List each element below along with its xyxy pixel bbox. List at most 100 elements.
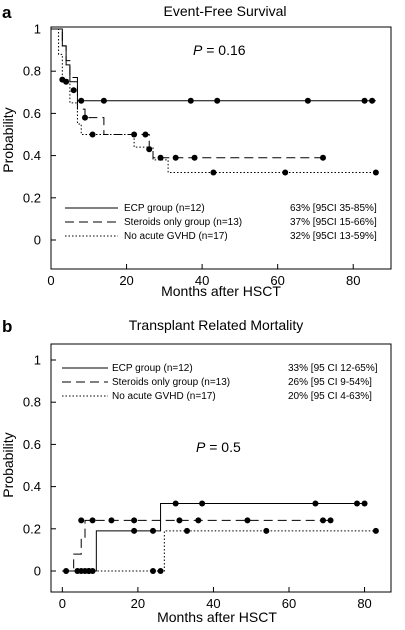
panel-a-no-gvhd-censor-mark [59,76,66,83]
panel-a-steroids-censor-mark [172,154,179,161]
panel-a-x-tick-label: 80 [346,273,360,288]
legend-a-steroids-label: Steroids only group (n=13) [124,217,242,228]
panel-a-letter: a [2,3,12,22]
panel-b-plot-area [62,500,379,574]
panel-a-ecp-censor-mark [187,97,194,104]
panel-b-steroids-curve [62,519,331,572]
panel-a-ecp-curve [51,28,376,102]
legend-b-ecp-label: ECP group (n=12) [112,363,193,374]
panel-b-x-tick-label: 20 [131,596,145,611]
panel-a-steroids-censor-mark [191,154,198,161]
panel-a: a Event-Free Survival Probability Months… [0,3,392,299]
panel-b-y-axis-title: Probability [0,432,16,497]
panel-a-y-axis-title: Probability [0,107,16,172]
panel-a-y-tick-label: 0.2 [23,190,41,205]
panel-b-x-axis-title: Months after HSCT [157,609,277,625]
panel-b-no-gvhd-curve [62,530,376,572]
panel-b-ecp-censor-mark [131,527,138,534]
panel-b-p-value-symbol: P [196,439,206,455]
panel-b-steroids-censor-mark [176,517,183,524]
panel-a-x-axis-title: Months after HSCT [161,283,281,299]
panel-b-no-gvhd-censor-mark [157,568,164,574]
panel-a-title: Event-Free Survival [164,3,287,19]
panel-a-legend: ECP group (n=12) Steroids only group (n=… [65,203,377,242]
legend-b-no-gvhd-summary: 20% [95 CI 4-63%] [288,391,372,402]
panel-b-x-tick-label: 60 [282,596,296,611]
panel-a-ecp-censor-mark [361,97,368,104]
panel-b-steroids-censor-mark [195,517,202,524]
panel-a-ecp-censor-mark [78,97,85,104]
legend-b-ecp-summary: 33% [95 CI 12-65%] [288,363,378,374]
panel-b-x-tick-label: 0 [59,596,66,611]
legend-b-no-gvhd-label: No acute GVHD (n=17) [112,391,216,402]
panel-a-no-gvhd-censor-mark [282,169,289,176]
panel-b-steroids-censor-mark [108,517,115,524]
panel-a-steroids-censor-mark [82,114,88,121]
panel-b-steroids-censor-mark [89,517,96,524]
panel-b-no-gvhd-censor-mark [63,568,70,574]
panel-b-legend: ECP group (n=12) Steroids only group (n=… [62,363,378,402]
panel-b-axes: 0 20 40 60 80 0 0.2 0.4 0.6 0.8 1 [23,353,372,612]
panel-b-ecp-censor-mark [354,500,360,507]
panel-a-p-value-symbol: P [193,42,203,58]
panel-a-y-tick-label: 0.8 [23,64,41,79]
panel-a-ecp-censor-mark [100,97,107,104]
panel-a-p-value-text: = 0.16 [202,42,245,58]
panel-a-axes: 0 20 40 60 80 0 0.2 0.4 0.6 0.8 1 [23,22,361,289]
legend-a-no-gvhd-label: No acute GVHD (n=17) [124,231,228,242]
panel-b-y-tick-label: 0 [34,564,41,579]
panel-a-ecp-censor-mark [214,97,221,104]
panel-a-plot-frame [50,26,392,270]
panel-b-no-gvhd-censor-mark [150,568,156,574]
panel-b-y-tick-label: 0.8 [23,395,41,410]
panel-a-no-gvhd-censor-mark [210,169,217,176]
panel-b-x-tick-label: 80 [357,596,371,611]
panel-a-x-tick-label: 20 [119,273,133,288]
legend-a-ecp-label: ECP group (n=12) [124,203,205,214]
panel-b-ecp-censor-mark [150,527,156,534]
panel-b-y-tick-label: 1 [34,353,41,368]
panel-b: b Transplant Related Mortality Probabili… [0,317,392,625]
panel-a-no-gvhd-censor-mark [372,169,379,176]
panel-a-plot-area [51,28,379,176]
panel-b-plot-frame [50,343,392,593]
panel-b-no-gvhd-censor-mark [372,527,379,534]
panel-b-ecp-censor-mark [199,500,206,507]
panel-a-x-tick-label: 0 [47,273,54,288]
legend-a-no-gvhd-summary: 32% [95CI 13-59%] [290,231,377,242]
panel-a-steroids-censor-mark [146,146,153,153]
panel-b-steroids-censor-mark [327,517,334,524]
panel-a-steroids-censor-mark [320,154,326,161]
panel-b-y-tick-label: 0.2 [23,521,41,536]
panel-b-title: Transplant Related Mortality [129,317,304,333]
panel-a-no-gvhd-censor-mark [89,131,96,138]
panel-a-ecp-censor-mark [369,97,376,104]
panel-a-steroids-censor-mark [131,131,138,138]
panel-a-y-tick-label: 0 [34,233,41,248]
panel-a-steroids-censor-mark [142,131,149,138]
panel-b-steroids-censor-mark [244,517,251,524]
panel-a-y-tick-label: 1 [34,22,41,37]
panel-a-steroids-censor-mark [157,154,164,161]
panel-b-ecp-censor-mark [172,500,179,507]
panel-b-y-tick-label: 0.4 [23,479,41,494]
panel-a-steroids-curve [51,28,323,159]
panel-b-steroids-censor-mark [78,517,85,524]
panel-b-steroids-censor-mark [131,517,138,524]
panel-b-no-gvhd-censor-mark [74,568,81,574]
panel-b-ecp-curve [62,502,365,572]
panel-b-no-gvhd-censor-mark [85,568,92,574]
panel-b-x-tick-label: 40 [206,596,220,611]
legend-b-steroids-label: Steroids only group (n=13) [112,377,230,388]
legend-b-steroids-summary: 26% [95 CI 9-54%] [288,377,372,388]
panel-b-letter: b [2,317,12,336]
panel-a-y-tick-label: 0.6 [23,106,41,121]
panel-b-ecp-censor-mark [361,500,368,507]
panel-b-y-tick-label: 0.6 [23,437,41,452]
panel-b-no-gvhd-censor-mark [263,527,270,534]
panel-a-p-value: P = 0.16 [193,42,246,58]
panel-a-ecp-censor-mark [304,97,311,104]
panel-a-ecp-censor-mark [70,87,77,94]
panel-b-p-value: P = 0.5 [196,439,241,455]
panel-a-x-tick-label: 60 [270,273,284,288]
